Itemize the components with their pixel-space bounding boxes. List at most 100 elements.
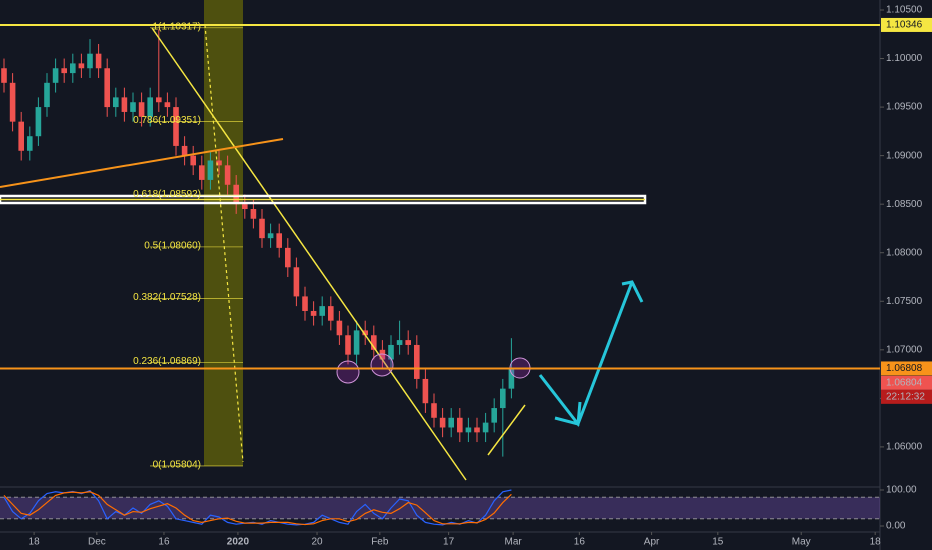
x-tick-label: 15 [712,537,724,548]
drawings [0,24,647,481]
x-tick-label: 16 [158,537,170,548]
price-tag-label: 1.10346 [886,20,923,31]
candle-body [431,403,437,418]
marker-circle [336,360,360,384]
x-tick-label: May [792,537,811,548]
trend-line [0,138,284,188]
projection-arrow [538,280,644,428]
fib-label: 0(1.05804) [153,460,201,471]
last-price-tag [881,375,932,390]
candle-body [259,218,265,239]
candle-body [44,82,50,108]
candle-body [422,378,429,404]
x-tick-label: 18 [29,537,41,548]
y-tick-label: 1.09500 [886,102,923,113]
candle-body [216,160,222,166]
candle-body [293,267,300,297]
candle-body [95,53,102,69]
candle-body [448,417,455,428]
fib-label: 0.618(1.08592) [133,189,201,200]
x-tick-label: 2020 [227,537,250,548]
fib-label: 0.382(1.07528) [133,292,201,303]
candle-body [302,296,308,311]
candle-body [121,97,128,112]
candle-body [319,306,326,316]
x-tick-label: 18 [870,537,882,548]
candle-body [190,155,197,166]
candle-body [87,53,93,69]
candle-body [500,388,506,409]
y-tick-label: 1.06000 [886,442,923,453]
y-tick-label: 1.08000 [886,247,923,258]
candle-body [9,82,16,122]
candle-body [147,97,153,117]
candle-body [224,165,231,185]
candle-body [336,320,343,336]
y-tick-label: 1.09000 [886,150,923,161]
fib-label: 0.5(1.08060) [144,241,201,252]
fib-label: 0.236(1.06869) [133,356,201,367]
candle-body [482,422,489,433]
oscillator-line [3,491,512,526]
x-tick-label: 20 [311,537,323,548]
candle-body [465,427,472,433]
candle-body [250,209,257,219]
candle-body [285,247,291,268]
x-tick-label: Feb [371,537,389,548]
x-tick-label: Mar [505,537,523,548]
price-tag-label: 1.06808 [886,363,923,374]
candle-body [35,107,42,137]
candle-body [104,68,110,108]
candle-body [233,184,240,205]
y-tick-label: 1.08500 [886,199,923,210]
price-tag [881,361,932,376]
x-tick-label: 16 [574,537,586,548]
highlight-band [204,0,243,466]
y-tick-label: 1.07000 [886,344,923,355]
candle-body [130,102,136,112]
candle-body [371,335,377,350]
candle-body [491,408,498,423]
countdown-tag [881,389,932,404]
candle-body [508,369,515,389]
last-price-label: 1.06804 [886,377,923,388]
osc-tick-label: 0.00 [886,521,906,532]
candle-body [362,330,369,336]
candle-body [276,233,283,248]
candle-body [207,160,214,180]
candle-body [414,344,420,379]
countdown-label: 22:12:32 [886,391,925,402]
candle-body [396,340,403,345]
y-tick-label: 1.10500 [886,5,923,16]
candle-body [379,349,386,360]
candle-body [112,97,119,108]
fib-label: 0.786(1.09351) [133,115,201,126]
candle-body [242,204,248,210]
price-tag [881,17,932,32]
candle-body [345,335,351,355]
candle-body [181,145,188,156]
candle-body [405,340,412,345]
osc-tick-label: 100.00 [886,485,917,496]
candle-body [310,310,317,316]
marker-circle [370,353,394,377]
candle-body [388,344,394,360]
candle-body [69,63,76,74]
candle-body [474,427,480,433]
candle-body [78,63,85,69]
candle-body [1,68,7,83]
candle-body [164,102,171,108]
candle-body [173,107,179,146]
candle-body [457,417,463,433]
candle-body [353,330,360,355]
trend-line [487,404,526,456]
candle-body [328,306,334,321]
candle-body [52,68,59,83]
oscillator-band-fill [0,497,880,519]
y-tick-label: 1.10000 [886,53,923,64]
candle-body [18,121,24,151]
candle-body [26,136,33,151]
fib-label: 1(1.10317) [153,21,201,32]
